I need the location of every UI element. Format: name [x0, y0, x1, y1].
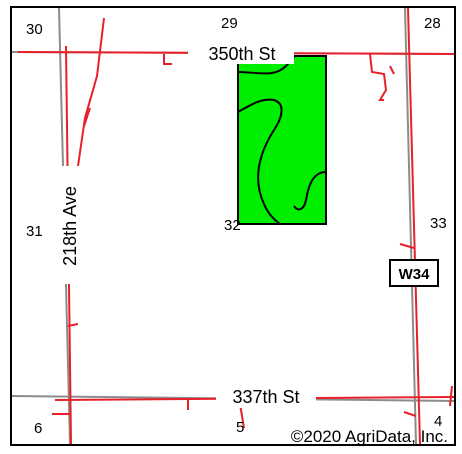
- road-label-218th-ave: 218th Ave: [60, 186, 80, 266]
- section-number-31: 31: [26, 223, 43, 240]
- soil-line-3: [293, 171, 327, 211]
- copyright-label: ©2020 AgriData, Inc.: [291, 427, 448, 444]
- road-spur-se-2: [403, 411, 417, 417]
- road-spur-e: [399, 243, 415, 249]
- road-spur-se-1: [449, 385, 453, 407]
- road-spur-nw: [77, 17, 105, 167]
- section-number-6: 6: [34, 420, 42, 437]
- map-frame: 350th St 337th St 218th Ave W34 30 29 28…: [10, 6, 456, 446]
- road-spur-ne: [369, 53, 388, 101]
- road-label-350th-st: 350th St: [208, 44, 275, 64]
- road-spur-north-loop: [163, 54, 172, 65]
- section-number-32: 32: [224, 217, 241, 234]
- section-number-33: 33: [430, 215, 447, 232]
- section-line-east: [404, 8, 417, 444]
- section-numbers: 30 29 28 31 32 33 6 5 4: [26, 15, 447, 437]
- field-parcel: [237, 55, 327, 225]
- route-shield-w34: W34: [389, 259, 439, 287]
- road-w34: [407, 8, 421, 444]
- road-spur-w-1: [67, 323, 79, 327]
- field: [237, 55, 327, 225]
- map-canvas: 350th St 337th St 218th Ave W34 30 29 28…: [12, 8, 454, 444]
- road-spur-nw-2: [83, 107, 91, 127]
- section-number-28: 28: [424, 15, 441, 32]
- section-number-29: 29: [221, 15, 238, 32]
- section-number-5: 5: [236, 419, 244, 436]
- road-label-337th-st: 337th St: [232, 387, 299, 407]
- road-labels: 350th St 337th St 218th Ave: [59, 42, 316, 408]
- road-spur-ne-2: [389, 65, 395, 75]
- section-number-30: 30: [26, 21, 43, 38]
- soil-line-2: [237, 98, 283, 225]
- section-number-4: 4: [434, 413, 442, 430]
- route-shield-label: W34: [399, 266, 431, 283]
